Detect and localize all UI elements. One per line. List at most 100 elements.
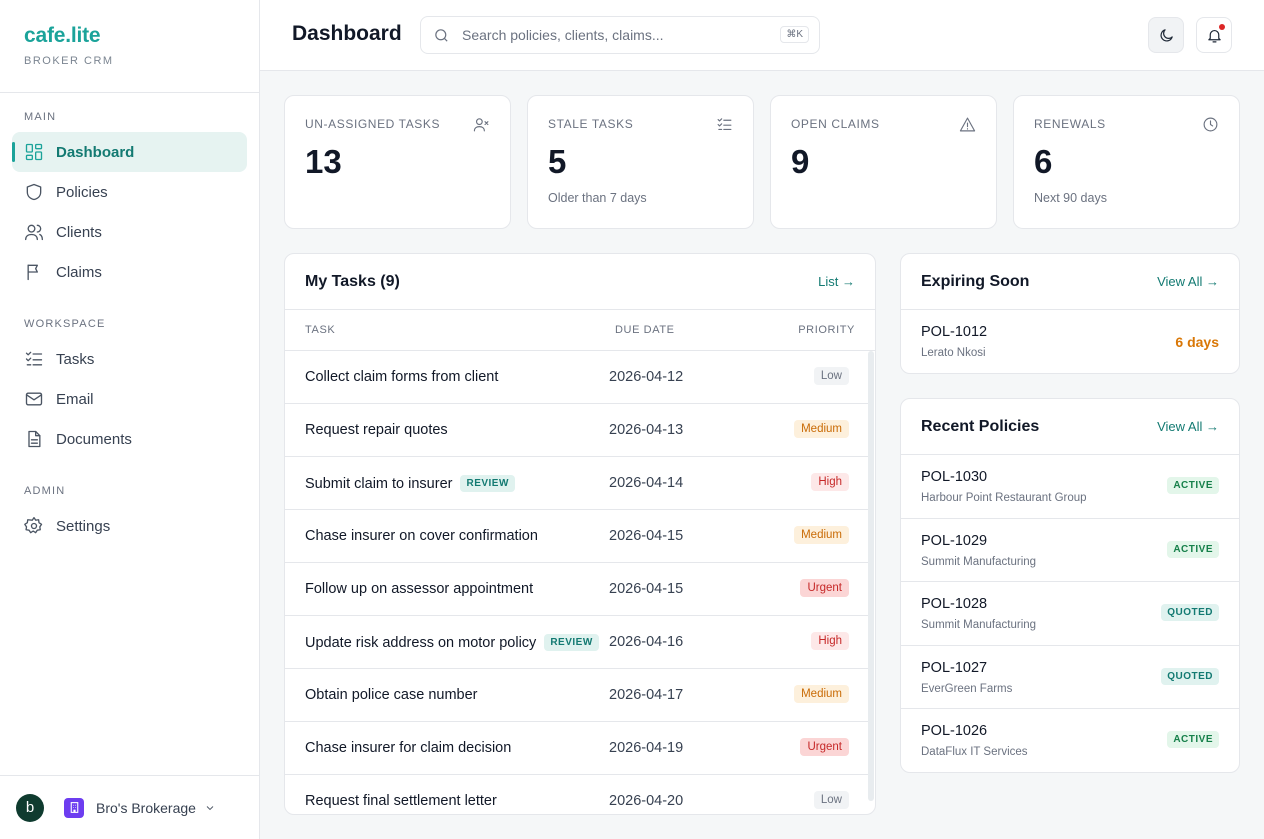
sidebar-item-clients[interactable]: Clients <box>12 212 247 252</box>
table-row[interactable]: Chase insurer on cover confirmation 2026… <box>285 510 869 563</box>
brand-name[interactable]: cafe.lite <box>24 24 101 47</box>
sidebar-item-label: Policies <box>56 183 108 201</box>
task-name: Collect claim forms from client <box>305 369 499 385</box>
stat-card-stale[interactable]: STALE TASKS 5 Older than 7 days <box>527 95 754 229</box>
policy-client: EverGreen Farms <box>921 682 1013 695</box>
list-item[interactable]: POL-1012 Lerato Nkosi 6 days <box>901 310 1239 373</box>
document-icon <box>28 430 41 448</box>
review-tag: REVIEW <box>544 634 599 651</box>
status-badge: ACTIVE <box>1167 540 1219 558</box>
card-title: Expiring Soon <box>921 272 1030 290</box>
stat-value: 5 <box>548 143 567 180</box>
column-header-task[interactable]: TASK <box>305 324 336 336</box>
expiring-soon-card: Expiring Soon View All → POL-1012 Lerato… <box>900 253 1240 374</box>
column-header-due[interactable]: DUE DATE <box>615 324 675 336</box>
table-row[interactable]: Request repair quotes 2026-04-13 Medium <box>285 404 869 457</box>
table-row[interactable]: Request final settlement letter 2026-04-… <box>285 775 869 814</box>
policy-client: Summit Manufacturing <box>921 619 1037 631</box>
task-name-cell: Chase insurer on cover confirmation <box>305 528 538 544</box>
priority-badge: Medium <box>794 526 849 544</box>
search-shortcut: ⌘K <box>780 26 809 43</box>
table-row[interactable]: Update risk address on motor policy REVIE… <box>285 616 869 669</box>
sidebar-item-dashboard[interactable]: Dashboard <box>12 132 247 172</box>
card-header: My Tasks (9) List → <box>285 254 875 310</box>
sidebar-item-label: Documents <box>56 430 132 448</box>
policy-id: POL-1027 <box>921 659 988 676</box>
sidebar-item-claims[interactable]: Claims <box>12 252 247 292</box>
task-name-cell: Collect claim forms from client <box>305 369 498 385</box>
list-item[interactable]: POL-1028 Summit Manufacturing QUOTED <box>901 582 1239 646</box>
task-due: 2026-04-13 <box>609 422 684 438</box>
topbar: Dashboard ⌘K <box>260 0 1264 71</box>
card-title: Recent Policies <box>921 417 1040 435</box>
table-row[interactable]: Submit claim to insurer REVIEW 2026-04-14… <box>285 457 869 510</box>
status-badge: ACTIVE <box>1167 731 1219 748</box>
sidebar-item-policies[interactable]: Policies <box>12 172 247 212</box>
sidebar-item-documents[interactable]: Documents <box>12 419 247 459</box>
policy-client: Lerato Nkosi <box>921 347 986 359</box>
sidebar-item-label: Clients <box>56 223 102 241</box>
theme-toggle-button[interactable] <box>1148 17 1184 53</box>
users-icon <box>25 224 43 241</box>
task-name: Update risk address on motor policy <box>305 634 537 651</box>
stat-card-renewals[interactable]: RENEWALS 6 Next 90 days <box>1013 95 1240 229</box>
column-header-priority[interactable]: PRIORITY <box>798 324 855 336</box>
card-header: Recent Policies View All → <box>901 399 1239 455</box>
table-row[interactable]: Chase insurer for claim decision 2026-04… <box>285 722 869 775</box>
priority-badge: High <box>811 632 849 650</box>
tasks-list-link[interactable]: List → <box>818 274 855 289</box>
stat-label: RENEWALS <box>1034 117 1106 131</box>
policy-id: POL-1012 <box>921 324 988 340</box>
task-due: 2026-04-16 <box>609 634 684 650</box>
stat-card-open-claims[interactable]: OPEN CLAIMS 9 <box>770 95 997 229</box>
sidebar-item-label: Email <box>56 390 94 408</box>
list-item[interactable]: POL-1029 Summit Manufacturing ACTIVE <box>901 519 1239 582</box>
list-check-icon <box>717 118 732 131</box>
sidebar: cafe.lite BROKER CRM MAIN Dashboard Poli… <box>0 0 260 839</box>
priority-badge: Urgent <box>800 738 849 756</box>
task-name: Submit claim to insurer <box>305 475 453 492</box>
sidebar-item-email[interactable]: Email <box>12 379 247 419</box>
stat-label: STALE TASKS <box>548 117 634 131</box>
policy-id: POL-1028 <box>921 596 988 612</box>
search-icon <box>435 28 448 42</box>
list-item[interactable]: POL-1026 DataFlux IT Services ACTIVE <box>901 709 1239 772</box>
task-name: Request final settlement letter <box>305 793 497 809</box>
nav-section-admin: ADMIN <box>24 485 66 497</box>
user-x-icon <box>473 118 489 132</box>
task-name: Follow up on assessor appointment <box>305 581 534 597</box>
task-due: 2026-04-15 <box>609 581 684 597</box>
sidebar-item-label: Tasks <box>56 350 95 368</box>
sidebar-item-tasks[interactable]: Tasks <box>12 339 247 379</box>
recent-view-all-link[interactable]: View All → <box>1157 419 1219 434</box>
list-item[interactable]: POL-1030 Harbour Point Restaurant Group … <box>901 455 1239 519</box>
list-item[interactable]: POL-1027 EverGreen Farms QUOTED <box>901 646 1239 709</box>
mail-icon <box>25 392 43 406</box>
search-box[interactable]: ⌘K <box>420 16 820 54</box>
table-header: TASK DUE DATE PRIORITY <box>285 310 875 351</box>
card-header: Expiring Soon View All → <box>901 254 1239 310</box>
status-badge: ACTIVE <box>1167 477 1219 494</box>
task-due: 2026-04-17 <box>609 687 684 703</box>
stat-value: 6 <box>1034 143 1053 180</box>
scrollbar[interactable] <box>868 351 874 801</box>
sidebar-item-settings[interactable]: Settings <box>12 506 247 546</box>
table-row[interactable]: Collect claim forms from client 2026-04-… <box>285 351 869 404</box>
building-icon <box>64 797 84 818</box>
table-row[interactable]: Follow up on assessor appointment 2026-0… <box>285 563 869 616</box>
org-switcher[interactable]: b Bro's Brokerage <box>0 775 259 839</box>
expiring-view-all-link[interactable]: View All → <box>1157 274 1219 289</box>
task-name: Request repair quotes <box>305 422 448 438</box>
sidebar-item-label: Settings <box>56 517 111 535</box>
stat-card-unassigned[interactable]: UN-ASSIGNED TASKS 13 <box>284 95 511 229</box>
table-row[interactable]: Obtain police case number 2026-04-17 Med… <box>285 669 869 722</box>
shield-icon <box>26 183 42 201</box>
avatar[interactable]: b <box>16 793 44 822</box>
stat-subtext: Older than 7 days <box>548 191 647 205</box>
priority-badge: Urgent <box>800 579 849 597</box>
search-input[interactable] <box>462 27 762 43</box>
policy-client: Harbour Point Restaurant Group <box>921 492 1087 504</box>
nav-section-workspace: WORKSPACE <box>24 318 106 330</box>
stat-value: 13 <box>305 143 342 180</box>
notifications-button[interactable] <box>1196 17 1232 53</box>
